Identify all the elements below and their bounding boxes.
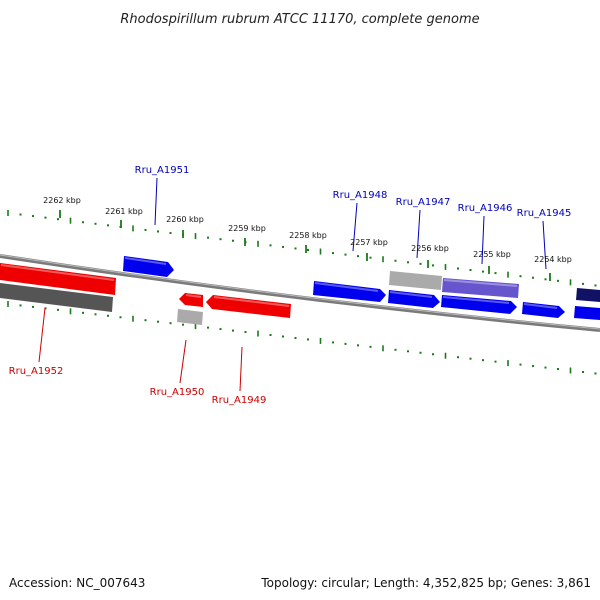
gene-label[interactable]: Rru_A1948 xyxy=(333,190,388,201)
gene-arrow[interactable] xyxy=(388,290,440,308)
topology-text: Topology: circular; Length: 4,352,825 bp… xyxy=(261,576,591,590)
gene-block-dark-gray[interactable] xyxy=(0,283,113,312)
gene-highlight xyxy=(523,303,558,309)
axis-tick-label: 2259 kbp xyxy=(228,224,266,233)
gene-label[interactable]: Rru_A1951 xyxy=(135,165,190,176)
gene-block-gray-1[interactable] xyxy=(177,309,203,325)
gene-highlight xyxy=(213,296,290,307)
axis-tick-label: 2256 kbp xyxy=(411,244,449,253)
genome-backbone-highlight xyxy=(0,254,600,330)
axis-tick-label: 2262 kbp xyxy=(43,196,81,205)
gene-highlight xyxy=(124,257,167,265)
gene-rru-a1951[interactable]: Rru_A1951 xyxy=(123,165,189,277)
gene-highlight xyxy=(389,291,433,298)
tick-rows xyxy=(7,209,597,375)
axis-tick-label: 2257 kbp xyxy=(350,238,388,247)
gene-highlight xyxy=(185,294,202,298)
gene-rru-a1949[interactable]: Rru_A1949 xyxy=(206,295,291,406)
gene-arrow[interactable] xyxy=(522,302,565,318)
genome-backbone xyxy=(0,254,600,332)
gene-rru-a1952[interactable]: Rru_A1952 xyxy=(0,263,116,377)
gene-label-leader xyxy=(352,202,358,252)
map-title: Rhodospirillum rubrum ATCC 11170, comple… xyxy=(120,12,479,27)
gene-label[interactable]: Rru_A1946 xyxy=(458,203,513,214)
axis-tick-label: 2254 kbp xyxy=(534,255,572,264)
gene-arrow[interactable] xyxy=(179,293,203,307)
gene-block-blue-edge[interactable] xyxy=(574,306,600,320)
gene-block-gray-2[interactable] xyxy=(389,271,442,290)
gene-highlight xyxy=(314,282,379,292)
axis-tick-label: 2255 kbp xyxy=(473,250,511,259)
feature-blocks xyxy=(0,271,600,325)
gene-label-leader xyxy=(38,307,46,363)
gene-label[interactable]: Rru_A1950 xyxy=(150,387,205,398)
gene-rru-a1948[interactable]: Rru_A1948 xyxy=(313,190,387,302)
axis-tick-label: 2258 kbp xyxy=(289,231,327,240)
gene-label-leader xyxy=(416,209,421,259)
gene-arrow[interactable] xyxy=(206,295,291,318)
gene-highlight xyxy=(442,296,510,304)
gene-label[interactable]: Rru_A1949 xyxy=(212,395,267,406)
gene-label-leader xyxy=(481,215,485,265)
gene-highlight xyxy=(443,279,518,287)
gene-rru-a1945[interactable]: Rru_A1945 xyxy=(517,208,572,318)
gene-label[interactable]: Rru_A1945 xyxy=(517,208,572,219)
axis-tick-label: 2261 kbp xyxy=(105,207,143,216)
gene-rru-a1950[interactable]: Rru_A1950 xyxy=(150,293,205,398)
gene-arrow[interactable] xyxy=(442,278,519,298)
gene-arrow[interactable] xyxy=(313,281,386,302)
gene-label-leader xyxy=(179,339,187,384)
gene-rru-a1947[interactable]: Rru_A1947 xyxy=(388,197,450,308)
gene-arrow[interactable] xyxy=(0,263,116,295)
tick-labels: 2262 kbp 2261 kbp 2260 kbp 2259 kbp 2258 kbp… xyxy=(43,196,572,281)
accession-text: Accession: NC_007643 xyxy=(9,576,146,590)
gene-arrow[interactable] xyxy=(123,256,174,277)
genes: Rru_A1951 Rru_A1948 Rru_A1947 Rru_A1946 Rru_… xyxy=(0,165,571,406)
gene-label[interactable]: Rru_A1952 xyxy=(9,366,64,377)
gene-label[interactable]: Rru_A1947 xyxy=(396,197,451,208)
gene-block-navy[interactable] xyxy=(576,288,600,302)
axis-tick-label: 2260 kbp xyxy=(166,215,204,224)
gene-label-leader xyxy=(542,220,547,270)
gene-highlight xyxy=(0,264,115,281)
gene-label-leader xyxy=(154,177,158,226)
gene-arrow-unlabeled[interactable] xyxy=(441,295,517,314)
gene-rru-a1946[interactable]: Rru_A1946 xyxy=(442,203,519,298)
gene-unlabeled[interactable] xyxy=(441,295,517,314)
gene-label-leader xyxy=(239,346,243,392)
